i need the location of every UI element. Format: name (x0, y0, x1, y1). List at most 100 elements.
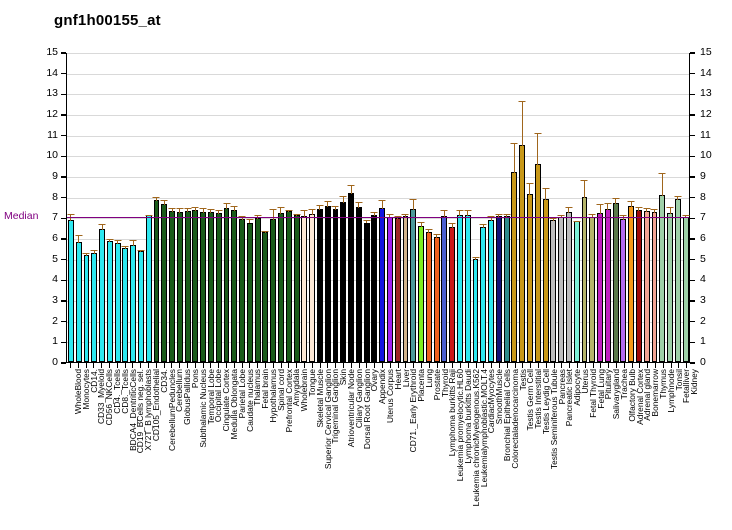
x-axis-tick-mark (452, 363, 453, 368)
y-axis-tick-label: 14 (46, 66, 58, 79)
x-axis-tick-mark (156, 363, 157, 368)
bar-group (191, 53, 200, 362)
y-axis-tick-mark (690, 238, 695, 240)
x-axis-tick-mark (366, 363, 367, 368)
error-bar (401, 214, 409, 218)
y-axis-tick-label: 3 (52, 294, 58, 306)
error-bar (378, 200, 386, 210)
median-line (67, 216, 689, 218)
bar (418, 225, 424, 362)
error-bar (425, 229, 433, 233)
x-axis-tick-mark (164, 363, 165, 368)
y-axis-tick-label: 8 (700, 190, 706, 203)
bar-group (487, 53, 495, 362)
bar (659, 194, 666, 362)
error-bar (277, 206, 285, 215)
bar (324, 205, 331, 362)
x-axis-tick-mark (476, 363, 477, 368)
y-axis-tick-label: 15 (700, 46, 712, 58)
y-axis-tick-label: 0 (700, 356, 706, 368)
x-axis-tick-mark (460, 363, 461, 368)
median-axis-label: Median (4, 210, 39, 223)
y-axis-tick-mark (690, 197, 695, 199)
bar-group (643, 53, 651, 362)
bar-group (246, 53, 254, 362)
y-axis-tick-mark (61, 238, 66, 240)
x-axis-tick-mark (242, 363, 243, 368)
x-axis-tick-mark (569, 363, 570, 368)
x-axis-tick-mark (608, 363, 609, 368)
x-axis-tick-mark (296, 363, 297, 368)
bar-group (363, 53, 371, 362)
error-bar (472, 257, 480, 260)
bar-group (370, 53, 378, 362)
bar-group (355, 53, 363, 362)
y-axis-tick-mark (61, 135, 66, 137)
bar-group (448, 53, 456, 362)
bar (176, 212, 183, 362)
y-axis-tick-mark (690, 176, 695, 178)
error-bar (650, 209, 658, 214)
bar-group (82, 53, 91, 362)
bar (379, 208, 386, 362)
bar (371, 215, 378, 362)
x-axis-tick-mark (327, 363, 328, 368)
bar-group (168, 53, 176, 362)
bar-group (472, 53, 480, 362)
x-axis-tick-mark (655, 363, 656, 368)
bar (309, 214, 316, 362)
bar (503, 216, 510, 362)
error-bar (215, 210, 223, 215)
y-axis-tick-label: 6 (700, 232, 706, 244)
x-axis-tick-mark (429, 363, 430, 368)
x-axis-tick-mark (257, 363, 258, 368)
y-axis-tick-label: 2 (700, 314, 706, 327)
bar (667, 213, 673, 362)
bar-group (160, 53, 168, 362)
x-axis-tick-mark (678, 363, 679, 368)
gridline (67, 218, 689, 220)
bar-group (285, 53, 293, 362)
x-axis-tick-mark (359, 363, 360, 368)
x-axis-tick-mark (226, 363, 227, 368)
bar (402, 216, 409, 362)
gridline (67, 342, 689, 344)
bar (464, 215, 471, 362)
bar-group (129, 53, 137, 362)
bar-group (542, 53, 550, 362)
y-axis-tick-mark (61, 321, 66, 323)
bar (153, 199, 160, 362)
y-axis-tick-label: 1 (52, 335, 58, 348)
gridline (67, 280, 689, 282)
bar (91, 252, 98, 362)
x-axis-tick-mark (93, 363, 94, 368)
x-axis-tick-mark (585, 363, 586, 368)
x-axis-tick-mark (593, 363, 594, 368)
bar-group (503, 53, 511, 362)
x-axis-tick-mark (249, 363, 250, 368)
bar-group (464, 53, 472, 362)
y-axis-tick-mark (61, 155, 66, 157)
error-bar (308, 209, 316, 216)
bar (332, 209, 339, 362)
bar (355, 207, 362, 362)
bar-group (440, 53, 449, 362)
bar-group (612, 53, 620, 362)
bar (550, 220, 557, 362)
x-axis-tick-mark (663, 363, 664, 368)
error-bar (627, 200, 635, 207)
bar-group (269, 53, 277, 362)
x-axis-tick-mark (374, 363, 375, 368)
bar-group (433, 53, 441, 362)
bar-group (549, 53, 557, 362)
error-bar (503, 214, 511, 218)
y-axis-tick-mark (61, 73, 66, 75)
y-axis-tick-label: 10 (46, 149, 58, 162)
error-bar (137, 249, 145, 253)
chart-title: gnf1h00155_at (54, 12, 161, 29)
x-axis-tick-mark (530, 363, 531, 368)
x-axis-tick-mark (187, 363, 188, 368)
y-axis-tick-label: 11 (700, 128, 711, 141)
bar (208, 212, 214, 362)
y-axis-tick-label: 9 (700, 170, 706, 182)
